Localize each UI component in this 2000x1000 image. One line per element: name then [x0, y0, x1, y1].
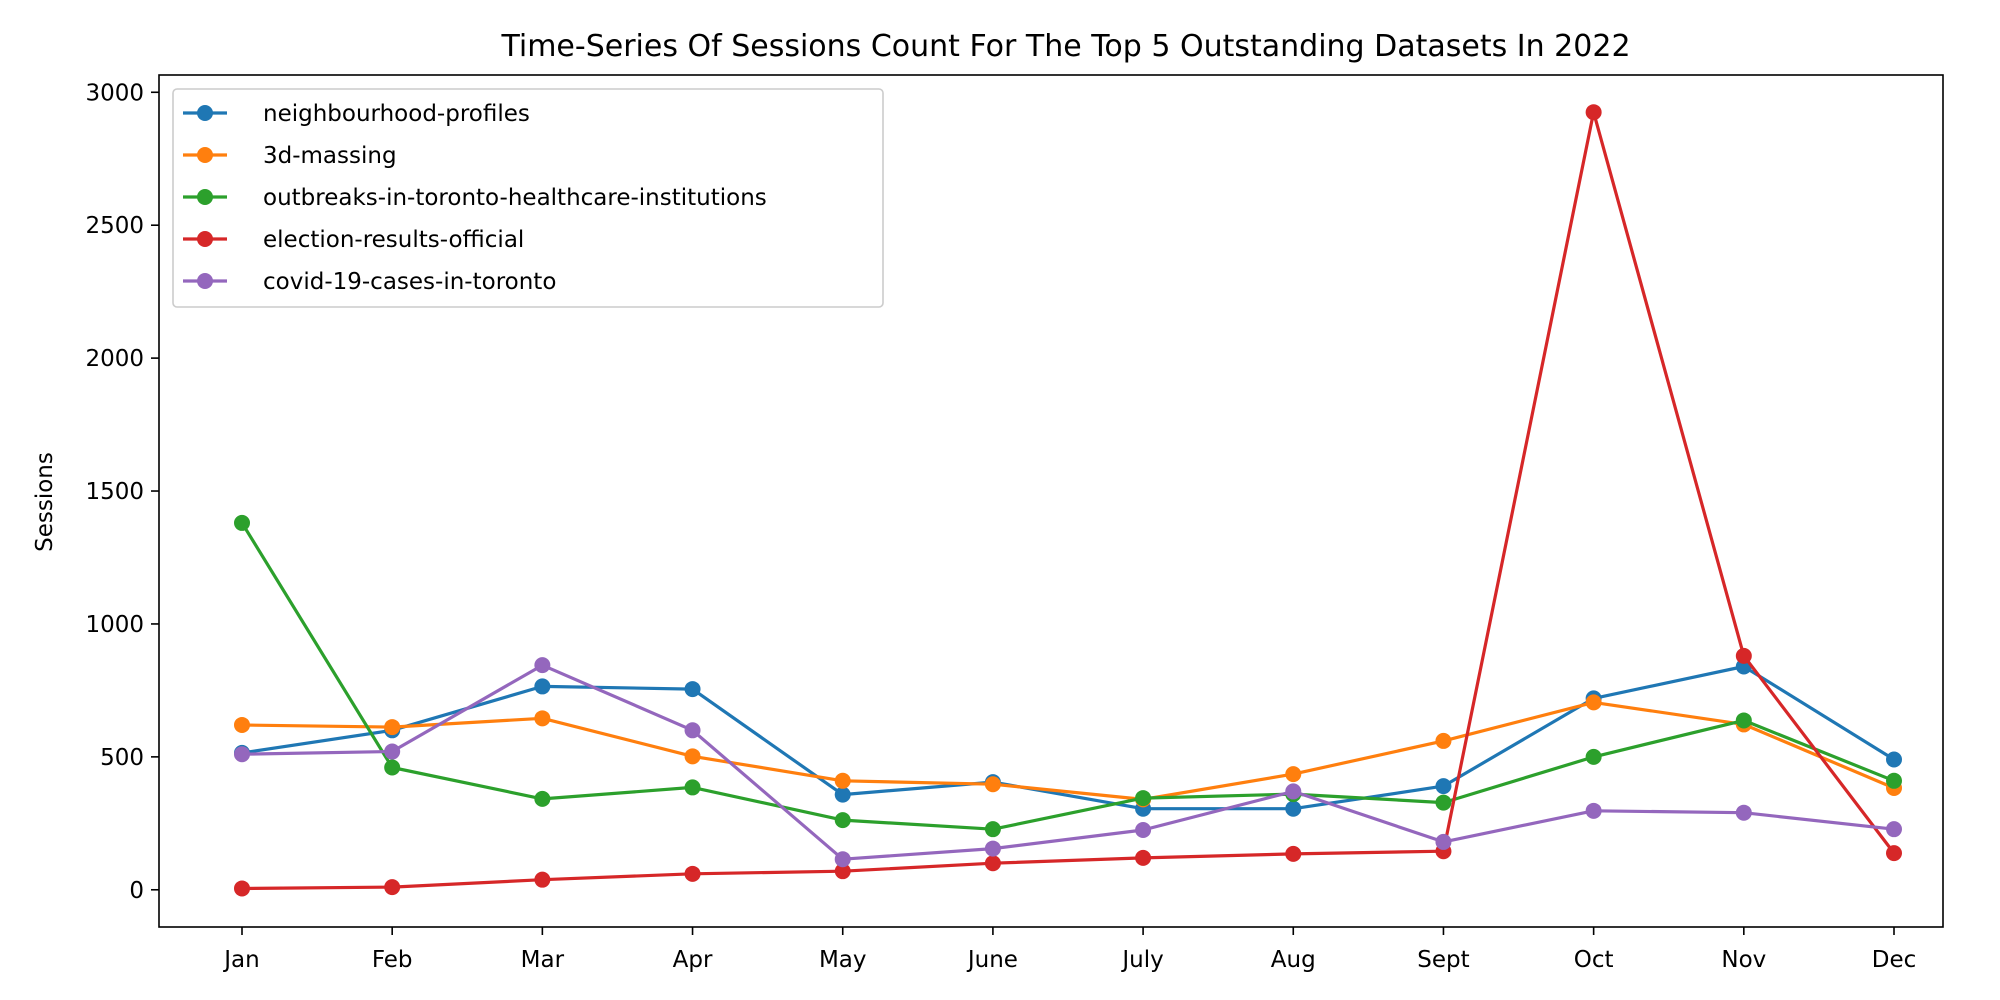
legend-entry-label: 3d-massing: [263, 143, 397, 169]
data-point: [684, 748, 701, 765]
legend-box: [172, 88, 884, 308]
legend-swatch-marker: [197, 189, 213, 205]
data-point: [234, 716, 250, 733]
data-point: [1886, 751, 1902, 768]
x-tick-label: Sept: [1417, 947, 1469, 973]
data-point: [684, 865, 701, 882]
data-point: [1435, 778, 1452, 795]
data-point: [384, 719, 401, 736]
x-tick-label: Dec: [1872, 947, 1917, 973]
data-point: [534, 657, 551, 674]
x-tick-label: July: [1120, 947, 1163, 973]
legend: neighbourhood-profiles 3d-massing outbreak…: [172, 88, 884, 308]
data-point: [834, 786, 851, 803]
legend-entry-label: outbreaks-in-toronto-healthcare-institut…: [263, 185, 767, 211]
series-line-4: [241, 110, 1896, 891]
chart-title: Time-Series Of Sessions Count For The To…: [500, 29, 1630, 64]
data-point: [984, 840, 1001, 857]
data-point: [984, 821, 1001, 838]
x-tick-label: Nov: [1721, 947, 1766, 973]
data-point: [534, 790, 551, 807]
data-point: [234, 880, 250, 897]
x-tick-label: Apr: [673, 947, 713, 973]
y-axis-label: Sessions: [32, 452, 58, 552]
data-point: [1585, 802, 1602, 819]
data-point: [1285, 783, 1302, 800]
series-line-3: [240, 522, 1895, 831]
data-point: [1735, 647, 1752, 664]
legend-entry-label: covid-19-cases-in-toronto: [263, 269, 556, 295]
data-point: [384, 879, 401, 896]
data-point: [1435, 794, 1452, 811]
x-tick-label: June: [966, 947, 1018, 973]
legend-swatch-marker: [197, 273, 213, 289]
data-point: [1585, 694, 1602, 711]
data-point: [534, 710, 551, 727]
y-tick-label: 3000: [85, 80, 144, 106]
data-point: [834, 863, 851, 880]
data-point: [1435, 833, 1452, 850]
data-point: [384, 743, 401, 760]
x-tick-label: May: [819, 947, 867, 973]
data-point: [1285, 845, 1302, 862]
legend-swatch-marker: [197, 105, 213, 121]
data-point: [1585, 748, 1602, 765]
legend-entry-label: election-results-official: [263, 227, 524, 253]
series-line-1: [241, 664, 1895, 811]
data-point: [834, 812, 851, 829]
data-point: [834, 851, 851, 868]
data-point: [1285, 766, 1302, 783]
data-point: [684, 722, 701, 739]
plot-frame: [158, 74, 1944, 928]
data-point: [1886, 772, 1902, 789]
data-point: [834, 772, 851, 789]
legend-swatch-marker: [197, 231, 213, 247]
x-tick-label: Oct: [1574, 947, 1614, 973]
data-point: [984, 855, 1001, 872]
data-point: [1435, 732, 1452, 749]
y-tick-label: 2000: [85, 346, 144, 372]
legend-entry-label: neighbourhood-profiles: [263, 101, 530, 127]
data-point: [234, 514, 250, 531]
x-tick-label: Aug: [1271, 947, 1316, 973]
y-tick-label: 2500: [85, 213, 144, 239]
data-point: [1135, 790, 1152, 807]
data-point: [1886, 845, 1902, 862]
data-point: [534, 871, 551, 888]
y-tick-label: 1000: [85, 612, 144, 638]
data-point: [1285, 800, 1302, 817]
data-point: [384, 759, 401, 776]
y-tick-label: 500: [100, 745, 144, 771]
y-tick-label: 1500: [85, 479, 144, 505]
data-point: [234, 746, 250, 763]
legend-swatch-marker: [197, 147, 213, 163]
data-point: [1735, 712, 1752, 729]
series-line-2: [241, 700, 1895, 802]
series-line-5: [241, 663, 1895, 861]
data-point: [1735, 804, 1752, 821]
data-point: [1135, 849, 1152, 866]
y-tick-label: 0: [129, 878, 144, 904]
x-tick-label: Mar: [521, 947, 565, 973]
data-point: [1886, 821, 1902, 838]
plot-area: 0 500 1000 1500 2000 2500 3000 Jan Feb Mar Apr May J…: [85, 80, 1916, 973]
x-tick-label: Feb: [372, 947, 413, 973]
data-point: [534, 678, 551, 695]
data-point: [984, 776, 1001, 793]
data-point: [1585, 104, 1602, 121]
data-point: [684, 779, 701, 796]
data-point: [684, 681, 701, 698]
data-point: [1135, 821, 1152, 838]
x-tick-label: Jan: [222, 947, 259, 973]
